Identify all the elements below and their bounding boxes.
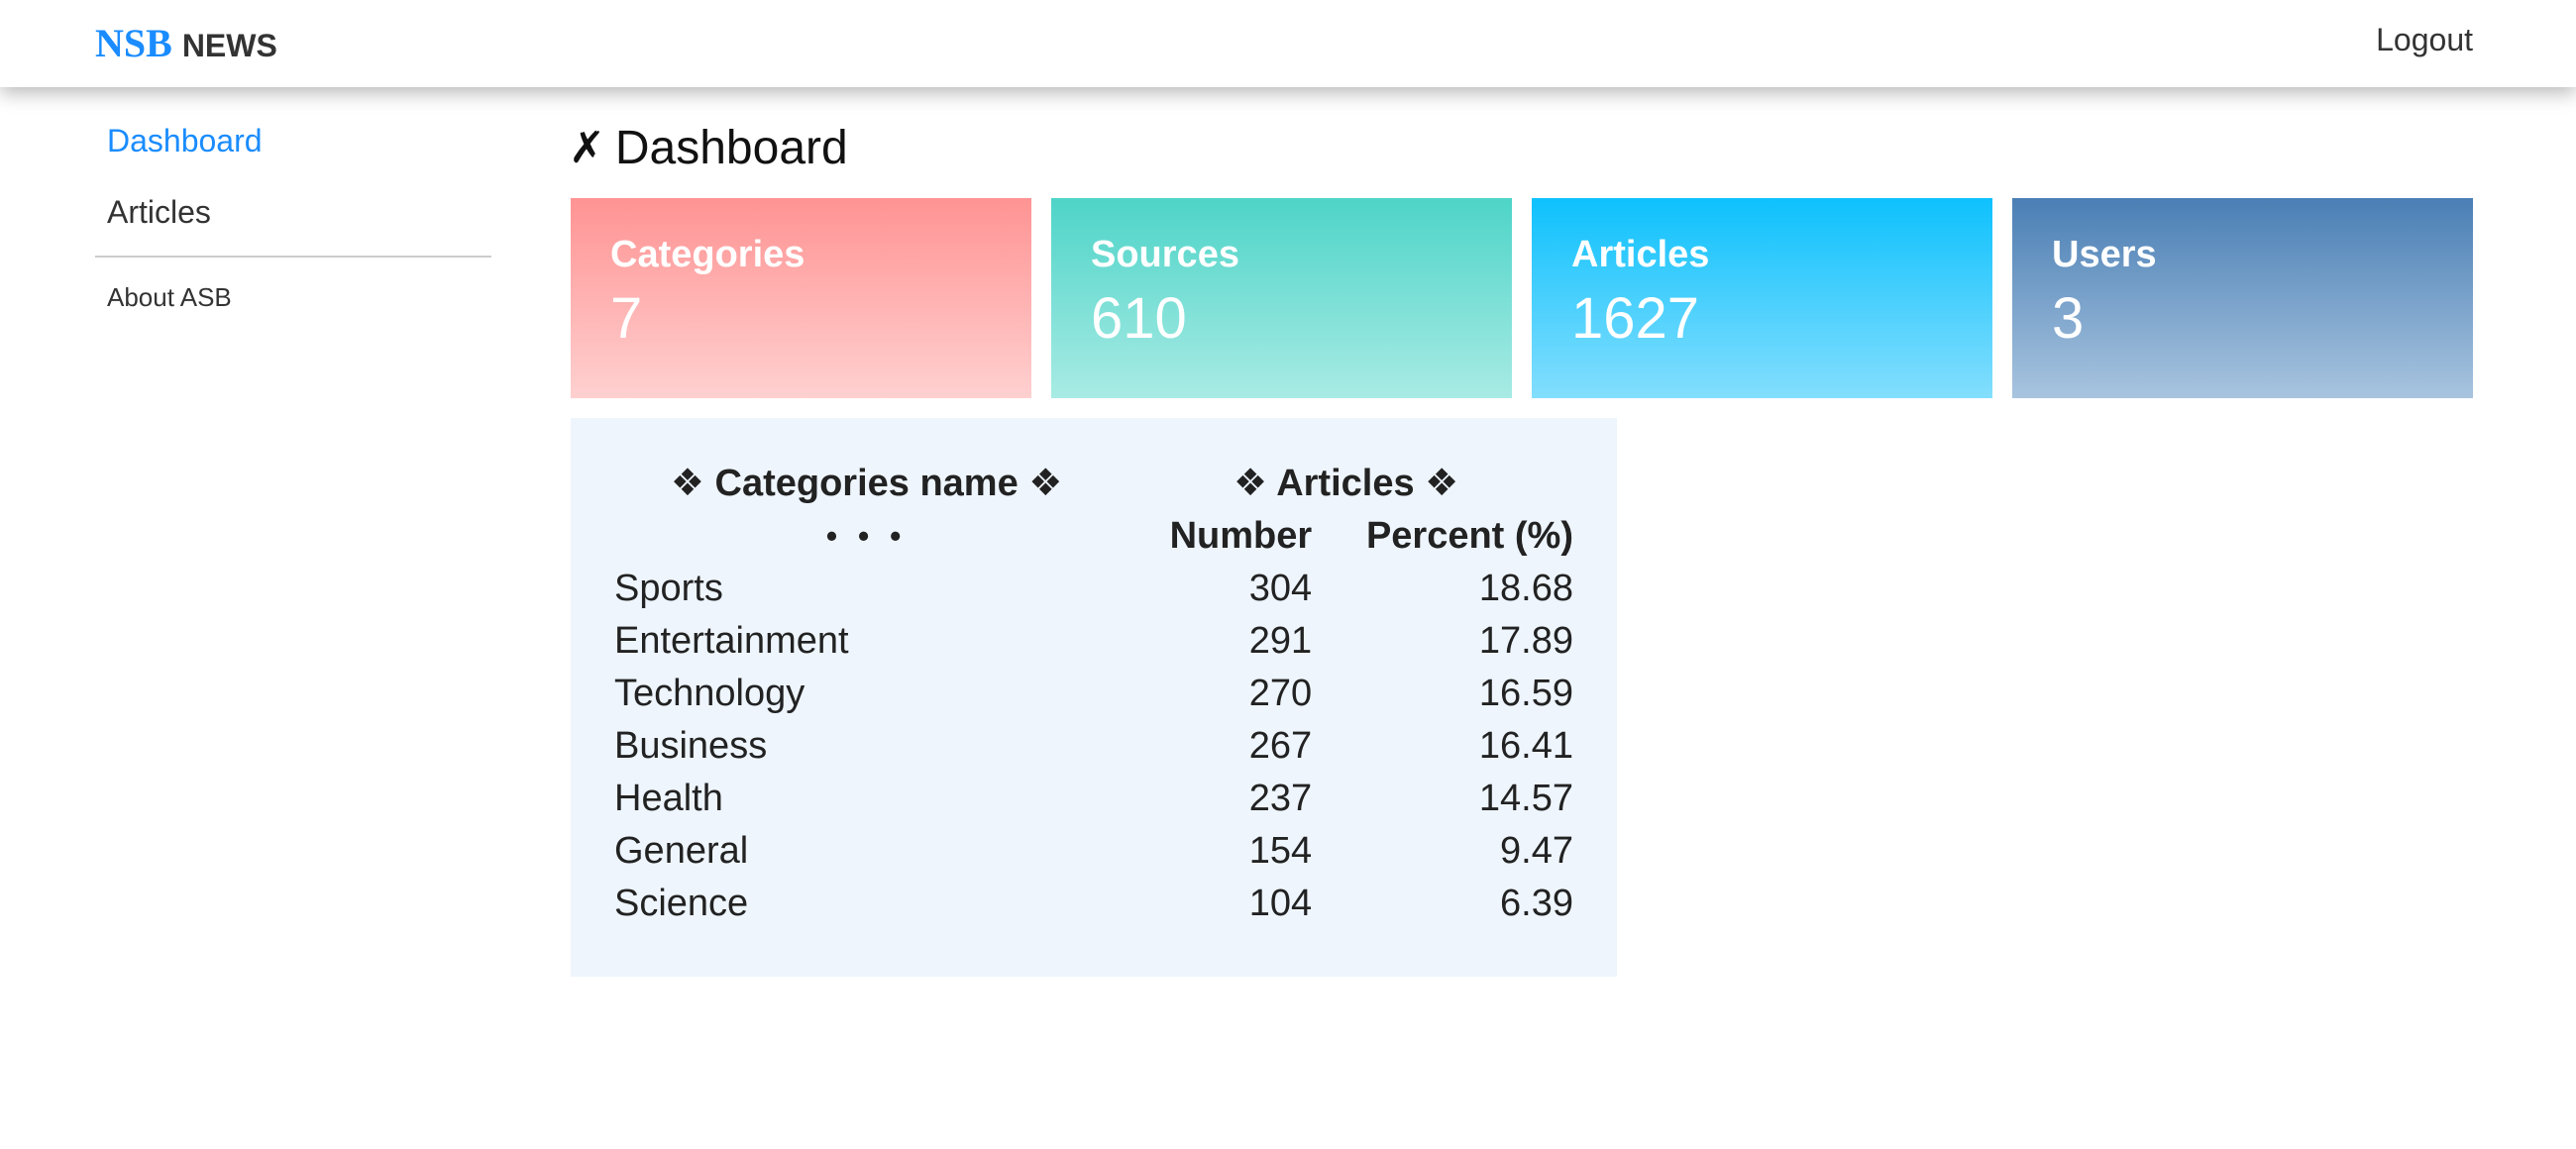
table-row: Sports 304 18.68 [614, 563, 1573, 615]
category-name: Entertainment [614, 620, 849, 662]
article-percent: 6.39 [1500, 883, 1573, 924]
article-percent: 16.59 [1478, 673, 1573, 714]
header-dots: • • • [825, 518, 908, 554]
category-name: Technology [614, 673, 805, 714]
stat-card-value: 610 [1091, 286, 1187, 351]
table-row: Business 267 16.41 [614, 720, 1573, 773]
stat-card-label: Articles [1571, 234, 1710, 275]
stat-card-categories: Categories 7 [571, 198, 1031, 398]
stat-card-articles: Articles 1627 [1532, 198, 1992, 398]
page-title: ✗ Dashboard [569, 121, 848, 175]
sidebar-item-articles[interactable]: Articles [107, 194, 211, 230]
table-header-row: ❖ Categories name ❖ ❖ Articles ❖ [614, 458, 1573, 510]
stat-card-value: 7 [610, 286, 643, 351]
stat-card-sources: Sources 610 [1051, 198, 1512, 398]
header-number: Number [1169, 515, 1313, 557]
stat-card-label: Users [2052, 234, 2157, 275]
table-subheader-row: • • • Number Percent (%) [614, 510, 1573, 563]
table-row: Science 104 6.39 [614, 878, 1573, 930]
brand-secondary: NEWS [181, 28, 277, 63]
category-stats-panel: ❖ Categories name ❖ ❖ Articles ❖ • • • N… [571, 418, 1617, 977]
article-number: 270 [1248, 673, 1313, 714]
stat-card-label: Sources [1091, 234, 1239, 275]
brand-primary: NSB [95, 21, 172, 65]
category-stats-table: ❖ Categories name ❖ ❖ Articles ❖ • • • N… [614, 458, 1573, 930]
logout-link[interactable]: Logout [2376, 22, 2473, 57]
stat-cards: Categories 7 Sources 610 Articles 1627 U… [571, 198, 2473, 398]
sidebar: Dashboard Articles About ASB [95, 111, 491, 325]
table-row: Health 237 14.57 [614, 773, 1573, 825]
article-percent: 17.89 [1478, 620, 1573, 662]
category-name: Science [614, 883, 749, 924]
stat-card-users: Users 3 [2012, 198, 2473, 398]
category-name: Sports [614, 568, 723, 609]
sidebar-item-dashboard[interactable]: Dashboard [107, 123, 263, 158]
article-percent: 16.41 [1478, 725, 1573, 767]
article-number: 304 [1248, 568, 1313, 609]
article-percent: 14.57 [1478, 778, 1573, 819]
header-articles: ❖ Articles ❖ [1233, 463, 1459, 504]
category-name: Health [614, 778, 723, 819]
brand-logo[interactable]: NSB NEWS [95, 20, 277, 67]
category-name: General [614, 830, 749, 872]
stat-card-value: 3 [2052, 286, 2085, 351]
table-row: Entertainment 291 17.89 [614, 615, 1573, 668]
stat-card-value: 1627 [1571, 286, 1700, 351]
top-navbar: NSB NEWS Logout [0, 0, 2576, 87]
stat-card-label: Categories [610, 234, 805, 275]
header-categories-name: ❖ Categories name ❖ [670, 463, 1063, 504]
close-x-icon: ✗ [569, 124, 605, 172]
sidebar-item-about[interactable]: About ASB [107, 282, 232, 312]
article-number: 104 [1248, 883, 1313, 924]
article-percent: 9.47 [1500, 830, 1573, 872]
table-row: General 154 9.47 [614, 825, 1573, 878]
article-number: 237 [1248, 778, 1313, 819]
article-number: 154 [1248, 830, 1313, 872]
sidebar-divider [95, 256, 491, 258]
table-row: Technology 270 16.59 [614, 668, 1573, 720]
article-number: 291 [1248, 620, 1313, 662]
article-number: 267 [1248, 725, 1313, 767]
category-name: Business [614, 725, 768, 767]
page-title-text: Dashboard [614, 122, 848, 174]
header-percent: Percent (%) [1365, 515, 1573, 557]
article-percent: 18.68 [1478, 568, 1573, 609]
